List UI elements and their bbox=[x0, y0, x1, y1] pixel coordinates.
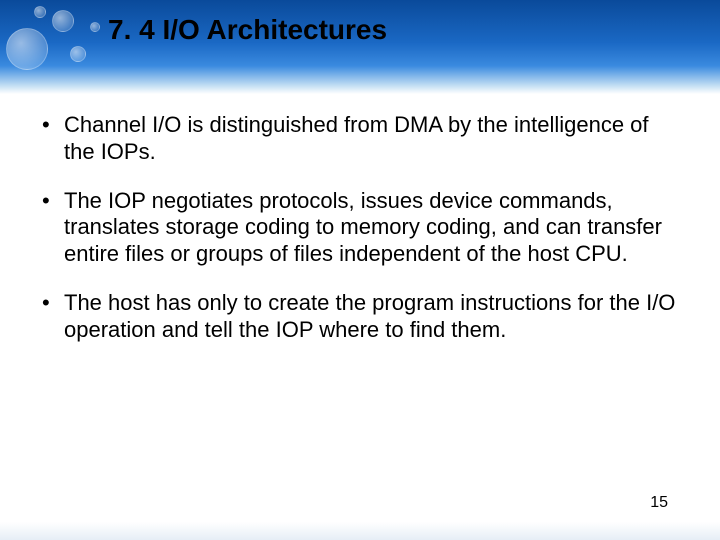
footer-decoration bbox=[0, 522, 720, 540]
bullet-item: The host has only to create the program … bbox=[38, 290, 680, 344]
slide-title: 7. 4 I/O Architectures bbox=[108, 14, 387, 46]
header-band: 7. 4 I/O Architectures bbox=[0, 0, 720, 94]
slide-body: Channel I/O is distinguished from DMA by… bbox=[38, 112, 680, 366]
bullet-item: Channel I/O is distinguished from DMA by… bbox=[38, 112, 680, 166]
bullet-item: The IOP negotiates protocols, issues dev… bbox=[38, 188, 680, 268]
page-number: 15 bbox=[650, 494, 668, 512]
slide: 7. 4 I/O Architectures Channel I/O is di… bbox=[0, 0, 720, 540]
bullet-list: Channel I/O is distinguished from DMA by… bbox=[38, 112, 680, 344]
